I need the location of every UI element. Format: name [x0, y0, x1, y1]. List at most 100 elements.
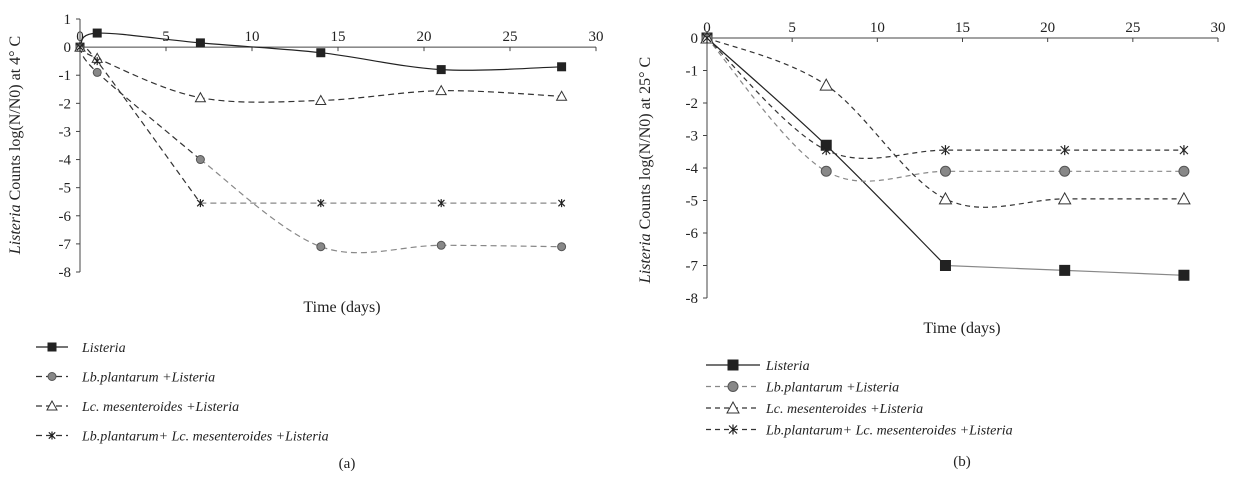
series-line: [706, 37, 1184, 160]
y-tick-label: -1: [59, 68, 72, 84]
data-point: [317, 199, 325, 208]
y-tick-label: -8: [686, 291, 699, 307]
data-point: [195, 38, 205, 48]
y-tick-label: -2: [59, 96, 72, 112]
legend-marker: [47, 372, 57, 381]
data-point: [316, 242, 326, 252]
data-point: [939, 165, 951, 177]
legend-label: Listeria: [81, 341, 126, 356]
series-line: [706, 37, 1184, 182]
x-tick-label: 20: [417, 29, 432, 45]
y-tick-label: -8: [59, 265, 72, 281]
data-point: [819, 78, 834, 91]
legend-label: Lc. mesenteroides +Listeria: [81, 400, 239, 415]
x-tick-label: 0: [703, 20, 711, 36]
data-point: [1059, 264, 1071, 276]
data-point: [76, 43, 84, 52]
y-tick-label: -5: [59, 181, 72, 197]
y-axis-label-italic: Listeria: [637, 233, 654, 284]
data-point: [557, 242, 567, 252]
y-axis-label-rest: Counts log(N/N0) at 4° C: [7, 36, 24, 205]
y-tick-label: 0: [64, 40, 72, 56]
data-point: [437, 199, 445, 208]
data-point: [702, 33, 712, 43]
legend-label: Listeria: [765, 359, 810, 374]
data-point: [555, 90, 568, 101]
data-point: [941, 145, 950, 156]
legend-label: Lc. mesenteroides +Listeria: [765, 402, 923, 417]
data-point: [195, 155, 205, 165]
y-tick-label: -4: [59, 153, 72, 169]
panel-label: (a): [339, 456, 356, 472]
y-tick-label: -5: [686, 194, 699, 210]
data-point: [557, 199, 566, 208]
legend-marker: [728, 424, 738, 435]
y-tick-label: -2: [686, 96, 699, 112]
legend-marker: [46, 399, 58, 411]
legend-label: Lb.plantarum+ Lc. mesenteroides +Listeri…: [81, 430, 329, 445]
x-axis-label: Time (days): [923, 320, 1000, 337]
data-point: [196, 199, 205, 208]
x-tick-label: 10: [245, 29, 260, 45]
data-point: [1178, 269, 1190, 281]
y-tick-label: -6: [686, 226, 699, 242]
legend-marker: [727, 359, 739, 371]
legend-label: Lb.plantarum +Listeria: [81, 371, 215, 386]
x-tick-label: 5: [162, 29, 170, 45]
data-point: [557, 62, 567, 72]
data-point: [1060, 145, 1070, 156]
y-axis-label: Listeria Counts log(N/N0) at 4° C: [7, 36, 24, 255]
panel-label: (b): [953, 454, 971, 470]
x-tick-label: 0: [76, 29, 84, 45]
x-axis-label: Time (days): [303, 299, 380, 316]
chart-panel-b: 0 -1 -2 -3 -4 -5 -6 -7 -8 0 5 10 15 20 25 30 Time (days)…: [637, 20, 1226, 470]
data-point: [93, 57, 101, 66]
data-point: [1178, 165, 1190, 177]
legend-marker: [726, 400, 740, 414]
data-point: [821, 145, 831, 156]
data-point: [820, 165, 832, 177]
legend-marker: [727, 381, 739, 392]
data-point: [1177, 191, 1191, 205]
data-point: [92, 28, 102, 38]
x-tick-label: 5: [788, 20, 796, 36]
x-tick-label: 30: [589, 29, 604, 45]
legend-marker: [47, 342, 57, 352]
data-point: [92, 67, 102, 77]
series-line: [79, 46, 201, 161]
series-line-tail: [200, 159, 562, 254]
y-tick-label: -6: [59, 209, 72, 225]
y-tick-label: -7: [686, 259, 699, 275]
data-point: [1059, 165, 1071, 177]
y-tick-label: 1: [64, 12, 72, 28]
legend-label: Lb.plantarum+ Lc. mesenteroides +Listeri…: [765, 424, 1013, 439]
y-axis-label: Listeria Counts log(N/N0) at 25° C: [637, 57, 654, 284]
series-line: [706, 37, 1184, 208]
data-point: [436, 240, 446, 250]
data-point: [436, 65, 446, 75]
x-tick-label: 15: [955, 20, 970, 36]
y-tick-label: -7: [59, 237, 72, 253]
x-tick-label: 25: [1125, 20, 1140, 36]
legend-label: Lb.plantarum +Listeria: [765, 381, 899, 396]
data-point: [939, 260, 951, 271]
x-tick-label: 20: [1040, 20, 1055, 36]
y-axis-label-rest: Counts log(N/N0) at 25° C: [637, 57, 654, 234]
legend-marker: [48, 431, 56, 440]
x-tick-label: 10: [870, 20, 885, 36]
data-point: [316, 48, 326, 58]
y-tick-label: -3: [59, 124, 72, 140]
x-tick-label: 15: [331, 29, 346, 45]
y-tick-label: -1: [686, 64, 699, 80]
y-tick-label: -3: [686, 129, 699, 145]
data-point: [435, 84, 448, 96]
data-point: [938, 191, 953, 205]
data-point: [1057, 191, 1072, 205]
x-tick-label: 30: [1211, 20, 1226, 36]
data-point: [194, 91, 207, 103]
data-point: [1179, 145, 1189, 156]
y-axis-label-italic: Listeria: [7, 204, 24, 255]
y-tick-label: 0: [691, 31, 699, 47]
